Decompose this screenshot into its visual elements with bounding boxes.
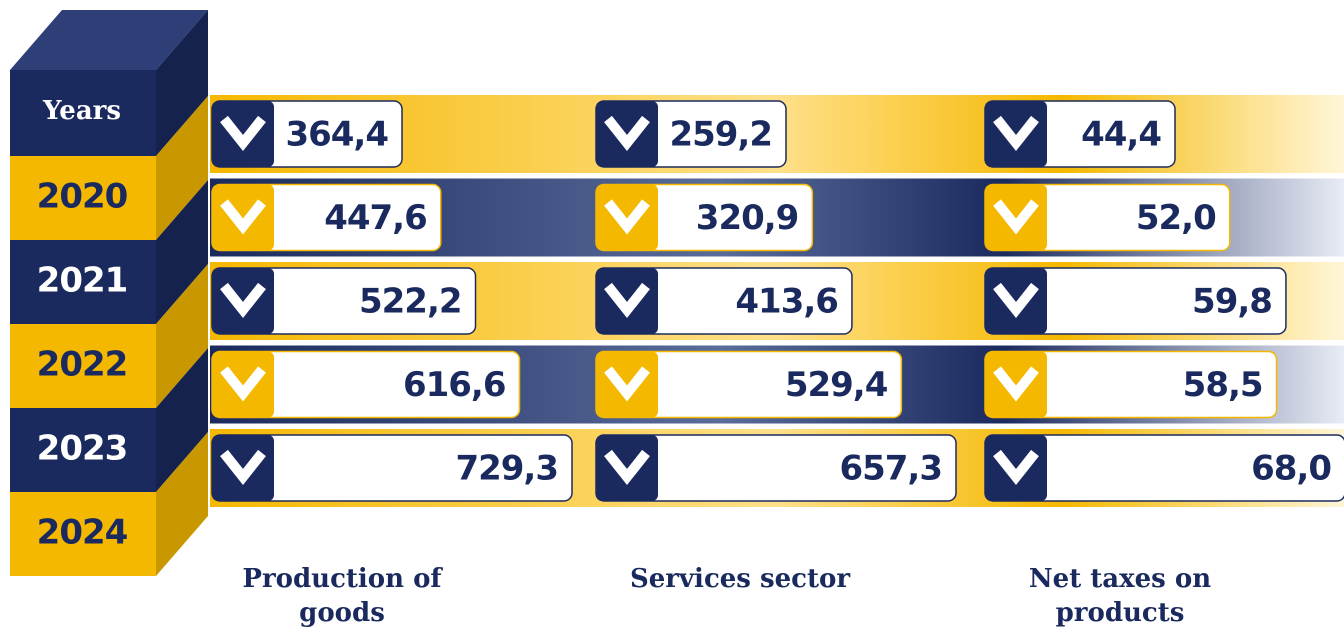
year-label: 2021 [37,261,128,301]
value-label: 44,4 [1081,115,1161,155]
year-cell [10,492,156,576]
chevron-tile [985,184,1047,251]
chevron-tile [985,435,1047,501]
value-label: 616,6 [403,365,506,405]
year-cell [10,240,156,324]
value-label: 413,6 [735,282,838,322]
value-label: 52,0 [1136,198,1216,238]
chevron-tile [212,351,274,418]
chevron [220,366,266,402]
chevron [604,199,650,235]
chevron [993,199,1039,235]
chevron [220,449,266,486]
year-cell [10,156,156,240]
chevron [993,449,1039,486]
chevron [220,199,266,235]
chevron-tile [596,101,658,167]
header-side [156,10,208,156]
chevron [220,282,266,319]
value-label: 529,4 [785,365,888,405]
year-side [156,264,208,408]
value-label: 68,0 [1251,449,1331,489]
year-label: 2023 [37,429,128,469]
chevron [604,115,650,152]
chevron [993,115,1039,152]
chevron [220,115,266,152]
series-name: Services sector [629,564,851,594]
chevron-tile [596,435,658,501]
value-label: 320,9 [696,198,799,238]
year-label: 2020 [37,177,128,217]
header-cell [10,70,156,156]
chevron-tile [596,351,658,418]
value-label: 58,5 [1183,365,1263,405]
chevron-tile [985,351,1047,418]
chevron-tile [596,268,658,334]
chevron-tile [596,184,658,251]
value-label: 259,2 [669,115,772,155]
year-label: 2024 [37,513,128,553]
chevron-tile [212,435,274,501]
year-label: 2022 [37,345,128,385]
series-name: Net taxes on products [1028,564,1212,628]
year-cell [10,324,156,408]
chevron [604,366,650,402]
year-side [156,432,208,576]
header-label: Years [42,96,121,126]
value-label: 364,4 [285,115,388,155]
chevron [993,366,1039,402]
chevron-tile [212,101,274,167]
year-side [156,180,208,324]
value-label: 729,3 [455,449,558,489]
value-label: 657,3 [839,449,942,489]
chevron-tile [985,101,1047,167]
chevron [993,282,1039,319]
year-cell [10,408,156,492]
year-side [156,348,208,492]
value-label: 447,6 [324,198,427,238]
chevron-tile [985,268,1047,334]
value-label: 59,8 [1192,282,1272,322]
chevron [604,449,650,486]
year-side [156,96,208,240]
block-top [10,10,208,70]
chevron [604,282,650,319]
series-name: Production of goods [242,564,442,628]
value-label: 522,2 [359,282,462,322]
chevron-tile [212,184,274,251]
chevron-tile [212,268,274,334]
